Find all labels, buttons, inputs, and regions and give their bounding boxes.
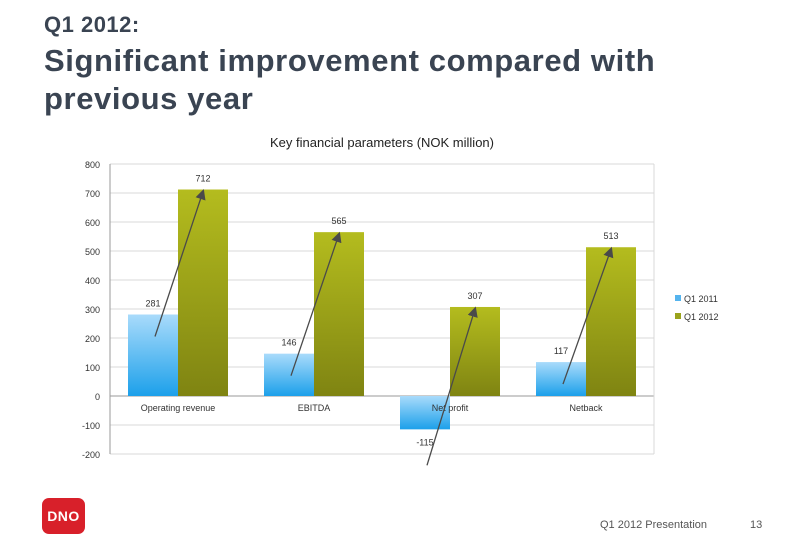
bar-q1-2011 (264, 353, 314, 396)
legend-entry: Q1 2011 (684, 294, 718, 304)
y-tick-label: 200 (85, 334, 100, 344)
legend-swatch (675, 295, 681, 301)
trend-arrow (562, 246, 614, 385)
bar-q1-2012 (178, 189, 228, 396)
x-tick-label: EBITDA (298, 403, 331, 413)
page-number: 13 (750, 519, 763, 531)
y-tick-label: -100 (82, 421, 100, 431)
data-label: 513 (603, 231, 618, 241)
bar-q1-2011 (536, 362, 586, 396)
legend-entry: Q1 2012 (684, 312, 719, 322)
data-label: 117 (554, 346, 568, 356)
y-tick-label: 100 (85, 363, 100, 373)
y-tick-label: 400 (85, 276, 100, 286)
trend-arrow (154, 189, 206, 337)
bar-q1-2012 (586, 247, 636, 396)
slide-supertitle: Q1 2012: (44, 12, 140, 37)
legend-swatch (675, 313, 681, 319)
x-tick-label: Netback (569, 403, 603, 413)
trend-arrow (426, 306, 478, 466)
y-tick-label: 0 (95, 392, 100, 402)
y-tick-label: 700 (85, 189, 100, 199)
data-label: 307 (467, 291, 482, 301)
slide-headline: Significant improvement compared with pr… (44, 43, 656, 116)
footer-presentation-title: Q1 2012 Presentation (600, 519, 708, 531)
bar-q1-2012 (314, 232, 364, 396)
x-tick-label: Operating revenue (141, 403, 216, 413)
bar-q1-2011 (400, 396, 450, 430)
data-label: 712 (195, 174, 210, 184)
data-label: 146 (281, 338, 296, 348)
y-tick-label: 600 (85, 218, 100, 228)
company-logo: DNO (42, 498, 85, 534)
chart-title: Key financial parameters (NOK million) (270, 135, 494, 150)
data-label: 281 (145, 299, 160, 309)
bar-q1-2011 (128, 314, 178, 396)
y-tick-label: -200 (82, 450, 100, 460)
data-label: -115 (416, 437, 433, 447)
y-tick-label: 300 (85, 305, 100, 315)
trend-arrow (290, 231, 342, 376)
data-label: 565 (331, 216, 346, 226)
bar-q1-2012 (450, 306, 500, 396)
x-tick-label: Net profit (432, 403, 469, 413)
y-tick-label: 800 (85, 160, 100, 170)
y-tick-label: 500 (85, 247, 100, 257)
